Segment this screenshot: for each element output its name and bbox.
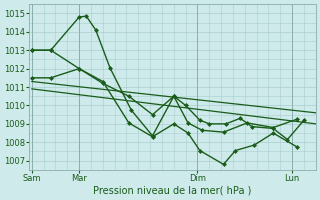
- X-axis label: Pression niveau de la mer( hPa ): Pression niveau de la mer( hPa ): [93, 186, 252, 196]
